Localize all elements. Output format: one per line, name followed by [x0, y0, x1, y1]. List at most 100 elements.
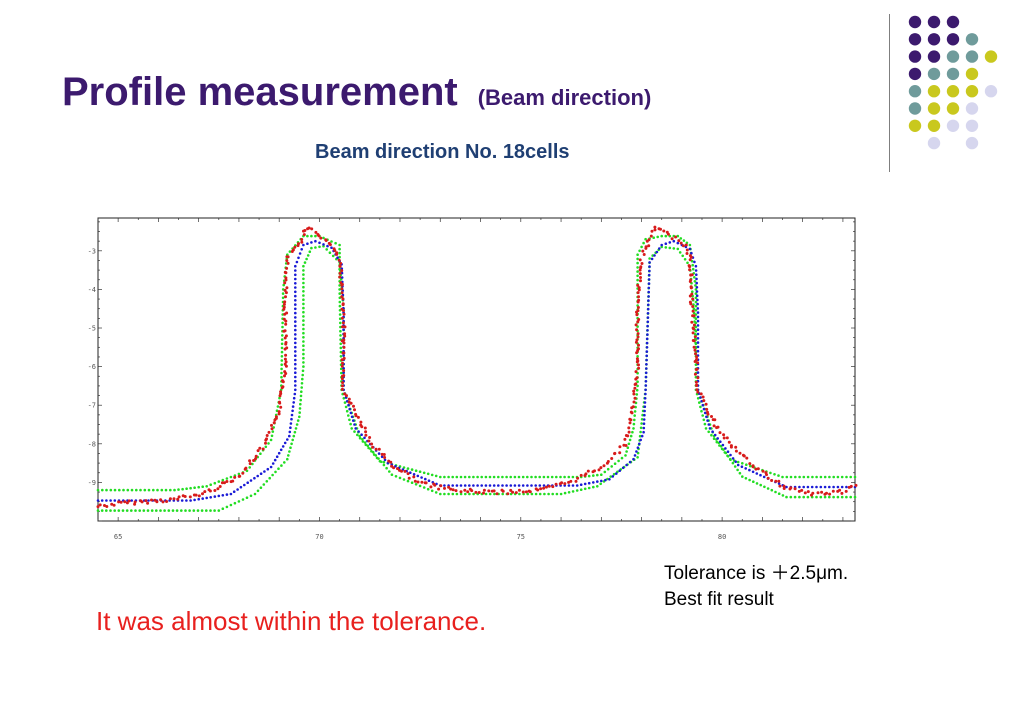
data-point: [185, 499, 188, 502]
data-point: [254, 454, 258, 458]
data-point: [636, 384, 639, 388]
data-point: [285, 346, 289, 350]
data-point: [729, 453, 732, 457]
data-point: [624, 444, 628, 447]
data-point: [354, 414, 358, 418]
data-point: [184, 509, 187, 512]
data-point: [685, 241, 689, 245]
data-point: [696, 319, 700, 323]
decor-dot: [946, 67, 960, 81]
data-point: [443, 484, 446, 487]
data-point: [357, 430, 360, 433]
data-point: [383, 458, 387, 462]
data-point: [283, 329, 287, 333]
data-point: [459, 492, 463, 496]
data-point: [639, 265, 643, 269]
data-point: [301, 373, 304, 377]
data-point: [138, 509, 141, 512]
data-point: [644, 245, 648, 249]
data-point: [666, 232, 670, 236]
data-point: [831, 489, 835, 493]
data-point: [382, 453, 386, 456]
data-point: [600, 473, 603, 477]
data-point: [302, 290, 305, 293]
data-point: [197, 497, 200, 501]
data-point: [754, 467, 758, 471]
data-point: [194, 493, 198, 497]
data-point: [637, 363, 640, 367]
data-point: [692, 327, 696, 331]
data-point: [685, 252, 689, 255]
data-point: [110, 502, 114, 506]
data-point: [147, 499, 150, 502]
conclusion-text: It was almost within the tolerance.: [96, 606, 487, 636]
data-point: [275, 455, 279, 458]
data-point: [278, 396, 281, 400]
data-point: [613, 452, 617, 456]
data-point: [800, 488, 804, 492]
data-point: [364, 430, 368, 434]
data-point: [636, 266, 639, 269]
data-point: [135, 488, 138, 492]
data-point: [715, 440, 719, 444]
data-point: [325, 248, 328, 251]
data-point: [183, 495, 187, 498]
data-point: [147, 488, 151, 492]
data-point: [513, 475, 517, 479]
data-point: [702, 418, 706, 422]
data-point: [694, 352, 697, 356]
y-tick-label: -7: [88, 402, 96, 410]
data-point: [542, 484, 546, 487]
data-point: [249, 494, 253, 498]
data-point: [599, 466, 603, 470]
data-point: [639, 276, 642, 279]
data-point: [454, 489, 458, 493]
data-point: [289, 426, 292, 429]
data-point: [348, 407, 352, 411]
data-point: [828, 492, 832, 496]
data-point: [451, 492, 455, 496]
data-point: [285, 259, 289, 263]
data-point: [672, 239, 676, 243]
data-point: [294, 337, 297, 340]
data-point: [295, 260, 299, 264]
data-point: [258, 446, 262, 450]
data-point: [216, 487, 220, 491]
data-point: [642, 426, 646, 430]
data-point: [292, 396, 296, 400]
data-point: [643, 413, 646, 417]
data-point: [279, 448, 283, 452]
data-point: [339, 342, 342, 346]
data-point: [640, 434, 644, 438]
data-point: [285, 311, 289, 315]
data-point: [246, 481, 249, 485]
data-point: [642, 422, 646, 425]
data-point: [150, 498, 153, 502]
data-point: [274, 415, 278, 419]
decor-dot: [965, 85, 979, 98]
data-point: [396, 467, 399, 471]
data-point: [612, 472, 616, 476]
decor-dot: [927, 50, 941, 63]
data-point: [705, 415, 708, 419]
data-point: [284, 291, 288, 295]
y-tick-label: -9: [88, 479, 96, 487]
data-point: [629, 434, 633, 438]
data-point: [693, 335, 697, 339]
data-point: [751, 470, 755, 474]
data-point: [748, 468, 751, 472]
data-point: [218, 485, 222, 488]
data-point: [302, 315, 305, 318]
data-point: [695, 277, 698, 281]
data-point: [374, 447, 378, 451]
data-point: [819, 495, 823, 499]
data-point: [105, 509, 108, 512]
decor-dot: [927, 136, 941, 150]
data-point: [793, 487, 797, 491]
data-point: [738, 471, 742, 475]
data-point: [244, 466, 248, 470]
data-point: [849, 495, 852, 499]
data-point: [400, 469, 403, 473]
data-point: [451, 488, 455, 492]
decor-dot: [946, 33, 960, 46]
